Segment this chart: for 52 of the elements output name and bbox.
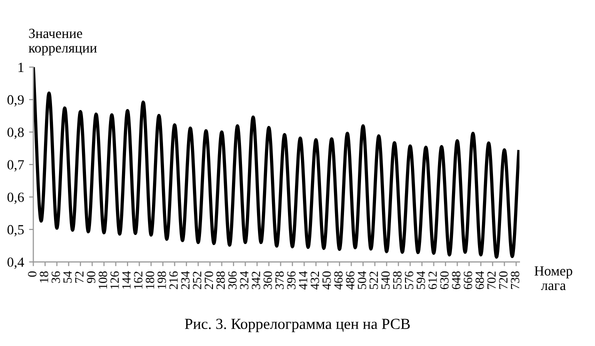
- x-tick-label: 558: [393, 271, 402, 289]
- x-tick-label: 720: [499, 271, 508, 289]
- x-tick-label: 396: [287, 271, 296, 290]
- x-tick-label: 72: [75, 272, 84, 283]
- x-tick-label: 54: [63, 271, 72, 283]
- x-tick-label: 0: [28, 271, 36, 277]
- x-tick-label: 216: [169, 271, 178, 290]
- x-tick-label: 360: [264, 271, 272, 290]
- x-tick-label: 288: [216, 271, 225, 290]
- x-tick-label: 630: [440, 271, 449, 290]
- x-tick-label: 504: [358, 271, 366, 289]
- y-tick-label: 1: [18, 62, 24, 72]
- x-tick-label: 234: [181, 271, 190, 290]
- x-tick-label: 144: [122, 271, 131, 289]
- x-tick-label: 450: [322, 271, 331, 290]
- y-tick-label: 0,5: [7, 225, 24, 236]
- x-tick-label: 738: [510, 271, 520, 289]
- y-tick-label: 0,6: [7, 192, 24, 204]
- x-tick-label: 702: [487, 272, 496, 289]
- x-tick-label: 306: [228, 271, 237, 290]
- x-tick-label: 378: [275, 271, 284, 290]
- x-tick-label: 684: [476, 271, 484, 290]
- x-tick-label: 414: [298, 271, 308, 290]
- x-tick-label: 594: [416, 271, 426, 289]
- x-axis-title: Номер лага: [534, 266, 572, 290]
- y-tick-label: 0,9: [7, 95, 24, 107]
- x-tick-label: 666: [464, 271, 472, 290]
- x-tick-label: 486: [346, 271, 354, 290]
- x-tick-label: 162: [134, 272, 142, 289]
- x-tick-label: 90: [86, 271, 96, 284]
- x-tick-label: 522: [370, 272, 378, 289]
- x-tick-label: 324: [240, 271, 248, 290]
- x-tick-label: 180: [146, 271, 154, 289]
- x-tick-label: 252: [192, 272, 202, 290]
- x-tick-label: 36: [52, 271, 60, 283]
- x-tick-label: 576: [404, 271, 414, 289]
- y-tick-label: 0,4: [7, 258, 24, 269]
- y-tick-label: 0,7: [7, 160, 24, 172]
- y-axis-title: Значение корреляции: [28, 28, 97, 56]
- x-tick-label: 612: [428, 272, 437, 290]
- text: Рис. 3. Коррелограмма цен на РСВ: [184, 318, 410, 332]
- x-tick-label: 126: [110, 271, 119, 289]
- x-tick-label: 198: [158, 271, 166, 289]
- y-tick-label: 0,8: [7, 128, 24, 140]
- x-tick-label: 432: [310, 272, 320, 290]
- x-tick-label: 108: [98, 271, 108, 289]
- x-tick-label: 270: [204, 271, 214, 290]
- x-tick-label: 342: [252, 272, 260, 290]
- x-tick-label: 468: [334, 271, 343, 290]
- x-tick-label: 18: [40, 271, 48, 282]
- x-tick-label: 648: [452, 271, 460, 290]
- x-tick-label: 540: [381, 271, 390, 289]
